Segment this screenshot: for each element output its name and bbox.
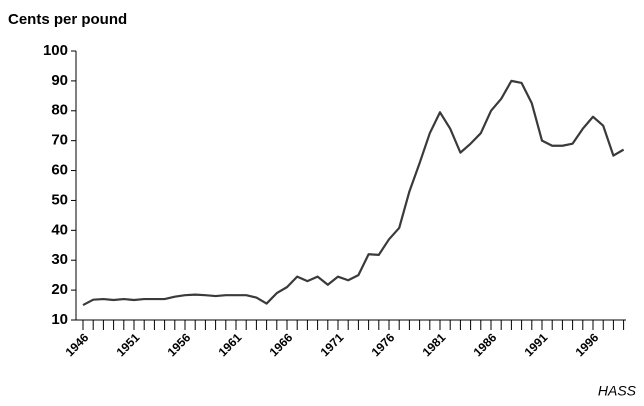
x-tick-label: 1951 [114,330,143,359]
y-tick-label: 90 [51,72,68,89]
x-tick-label: 1991 [522,330,551,359]
source: HASS [598,383,637,399]
y-tick-label: 50 [51,191,68,208]
x-tick-label: 1961 [216,330,245,359]
x-tick-label: 1996 [573,330,602,359]
line [82,79,625,307]
x-tick-label: 1956 [165,330,194,359]
x-tick-label: 1981 [420,330,449,359]
x-tick-label: 1946 [63,330,92,359]
chart-title: Cents per pound [8,11,127,28]
x-tick-label: 1976 [369,330,398,359]
y-tick-label: 30 [51,251,68,268]
y-tick-label: 80 [51,102,68,119]
y-tick-label: 40 [51,221,68,238]
y-tick-label: 100 [43,42,68,59]
y-tick-label: 60 [51,162,68,179]
x-tick-label: 1986 [471,330,500,359]
y-tick-label: 70 [51,132,68,149]
x-tick-label: 1966 [267,330,296,359]
x-tick-label: 1971 [318,330,347,359]
y-tick-label: 10 [51,311,68,328]
y-tick-label: 20 [51,281,68,298]
